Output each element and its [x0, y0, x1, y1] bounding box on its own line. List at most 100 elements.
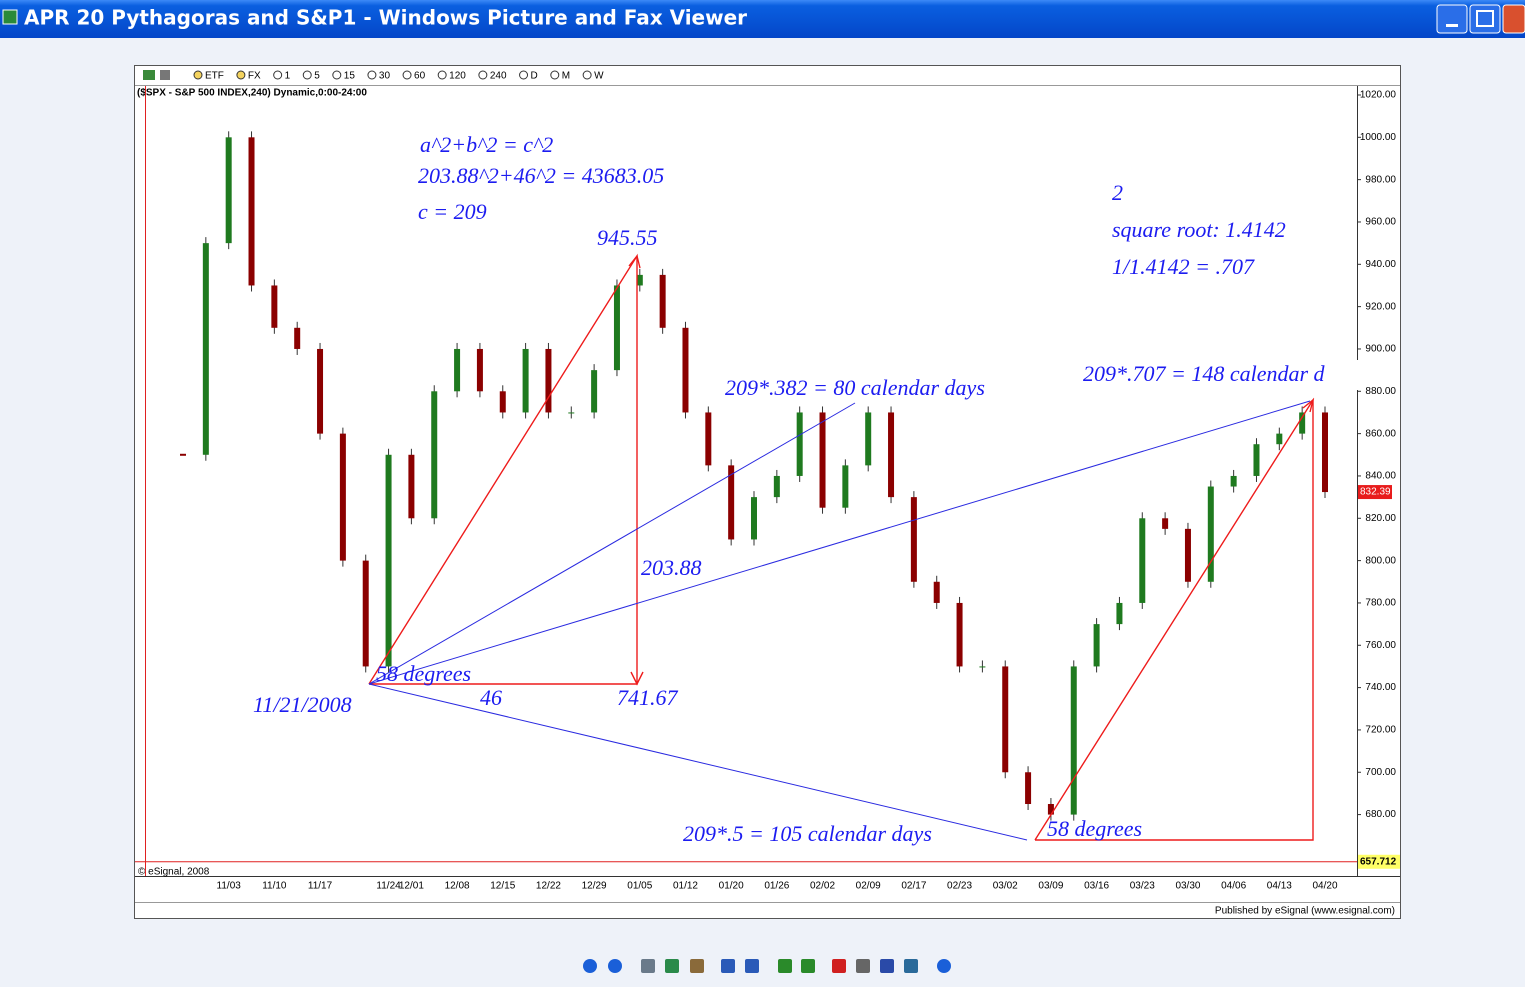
minimize-button[interactable]	[1436, 4, 1468, 34]
toolbar-item[interactable]: 15	[344, 71, 356, 82]
maximize-glyph	[1476, 10, 1494, 27]
y-tick-label: 980.00	[1365, 174, 1396, 185]
toolbar-icon[interactable]	[478, 70, 488, 80]
candle	[1207, 486, 1214, 582]
published-by: Published by eSignal (www.esignal.com)	[1215, 906, 1395, 917]
app-icon	[2, 9, 18, 25]
blue-line	[368, 400, 1311, 685]
candle	[1070, 666, 1077, 815]
viewer-button[interactable]	[641, 959, 655, 973]
x-tick-label: 12/29	[582, 881, 607, 892]
toolbar-icon[interactable]	[437, 70, 447, 80]
arrow-head	[1302, 398, 1315, 413]
y-tick-label: 820.00	[1365, 513, 1396, 524]
toolbar-icon[interactable]	[193, 70, 203, 80]
toolbar-icon[interactable]	[273, 70, 283, 80]
y-tick-label: 740.00	[1365, 682, 1396, 693]
x-tick-label: 12/01	[399, 881, 424, 892]
toolbar-icon[interactable]	[332, 70, 342, 80]
drawings	[368, 253, 1315, 841]
x-tick-label: 03/16	[1084, 881, 1109, 892]
viewer-button[interactable]	[801, 959, 815, 973]
candle	[545, 348, 552, 413]
last-price-label: 832.39	[1360, 487, 1391, 498]
viewer-button[interactable]	[608, 959, 622, 973]
toolbar-item[interactable]: 240	[490, 71, 507, 82]
x-tick-label: 12/22	[536, 881, 561, 892]
annotation: c = 209	[418, 199, 487, 224]
toolbar-item[interactable]: W	[594, 71, 604, 82]
candle	[1230, 475, 1237, 487]
y-tick-label: 680.00	[1365, 809, 1396, 820]
candle	[271, 285, 278, 328]
y-tick-label: 880.00	[1365, 386, 1396, 397]
candle	[454, 348, 461, 392]
viewer-button[interactable]	[745, 959, 759, 973]
toolbar-icon[interactable]	[402, 70, 412, 80]
y-tick-label: 840.00	[1365, 471, 1396, 482]
x-tick-label: 11/10	[262, 881, 287, 892]
y-tick-label: 760.00	[1365, 640, 1396, 651]
candle	[956, 602, 963, 667]
y-tick-label: 720.00	[1365, 725, 1396, 736]
toolbar-item[interactable]: 30	[379, 71, 391, 82]
candle	[362, 560, 369, 667]
annotation: 203.88	[641, 555, 702, 580]
x-tick-label: 01/05	[627, 881, 652, 892]
toolbar-icon[interactable]	[302, 70, 312, 80]
x-tick-label: 03/02	[993, 881, 1018, 892]
viewer-button[interactable]	[856, 959, 870, 973]
candle	[522, 348, 529, 413]
candle	[1299, 412, 1306, 434]
toolbar-item[interactable]: D	[531, 71, 538, 82]
toolbar-icon[interactable]	[367, 70, 377, 80]
viewer-button[interactable]	[880, 959, 894, 973]
y-tick-label: 800.00	[1365, 555, 1396, 566]
x-tick-label: 03/09	[1038, 881, 1063, 892]
y-tick-label: 860.00	[1365, 428, 1396, 439]
blue-line	[368, 402, 856, 685]
low-level-label: 657.712	[1360, 856, 1397, 867]
toolbar-item[interactable]: FX	[248, 71, 261, 82]
title-bar	[0, 0, 1525, 38]
toolbar-item[interactable]: 1	[285, 71, 291, 82]
toolbar-icon[interactable]	[236, 70, 246, 80]
arrow-head	[630, 671, 644, 686]
x-tick-label: 03/30	[1175, 881, 1200, 892]
toolbar-item[interactable]: 120	[449, 71, 466, 82]
candle	[659, 274, 666, 328]
toolbar-item[interactable]: 5	[314, 71, 320, 82]
toolbar-item[interactable]: 60	[414, 71, 426, 82]
red-triangle	[368, 253, 638, 685]
toolbar-item[interactable]: M	[562, 71, 570, 82]
toolbar-icon[interactable]	[519, 70, 529, 80]
candle	[1047, 804, 1054, 815]
annotation: 58 degrees	[376, 661, 471, 686]
toolbar-icon[interactable]	[582, 70, 592, 80]
candle	[773, 475, 780, 498]
candle	[1162, 518, 1169, 529]
viewer-button[interactable]	[904, 959, 918, 973]
viewer-button[interactable]	[778, 959, 792, 973]
annotation: 58 degrees	[1047, 816, 1142, 841]
viewer-button[interactable]	[721, 959, 735, 973]
candle	[910, 497, 917, 582]
candle	[1025, 772, 1032, 805]
candle	[705, 412, 712, 466]
window-buttons	[1436, 4, 1525, 34]
viewer-button[interactable]	[832, 959, 846, 973]
viewer-button[interactable]	[665, 959, 679, 973]
viewer-button[interactable]	[937, 959, 951, 973]
y-tick-label: 940.00	[1365, 259, 1396, 270]
candle	[796, 412, 803, 476]
maximize-button[interactable]	[1469, 4, 1501, 34]
viewer-button[interactable]	[583, 959, 597, 973]
toolbar-item[interactable]: ETF	[205, 71, 224, 82]
last-price-box	[1358, 485, 1392, 500]
y-tick-label: 900.00	[1365, 344, 1396, 355]
toolbar-icon[interactable]	[550, 70, 560, 80]
viewer-button[interactable]	[690, 959, 704, 973]
close-button[interactable]	[1502, 4, 1525, 34]
candle	[339, 433, 346, 561]
